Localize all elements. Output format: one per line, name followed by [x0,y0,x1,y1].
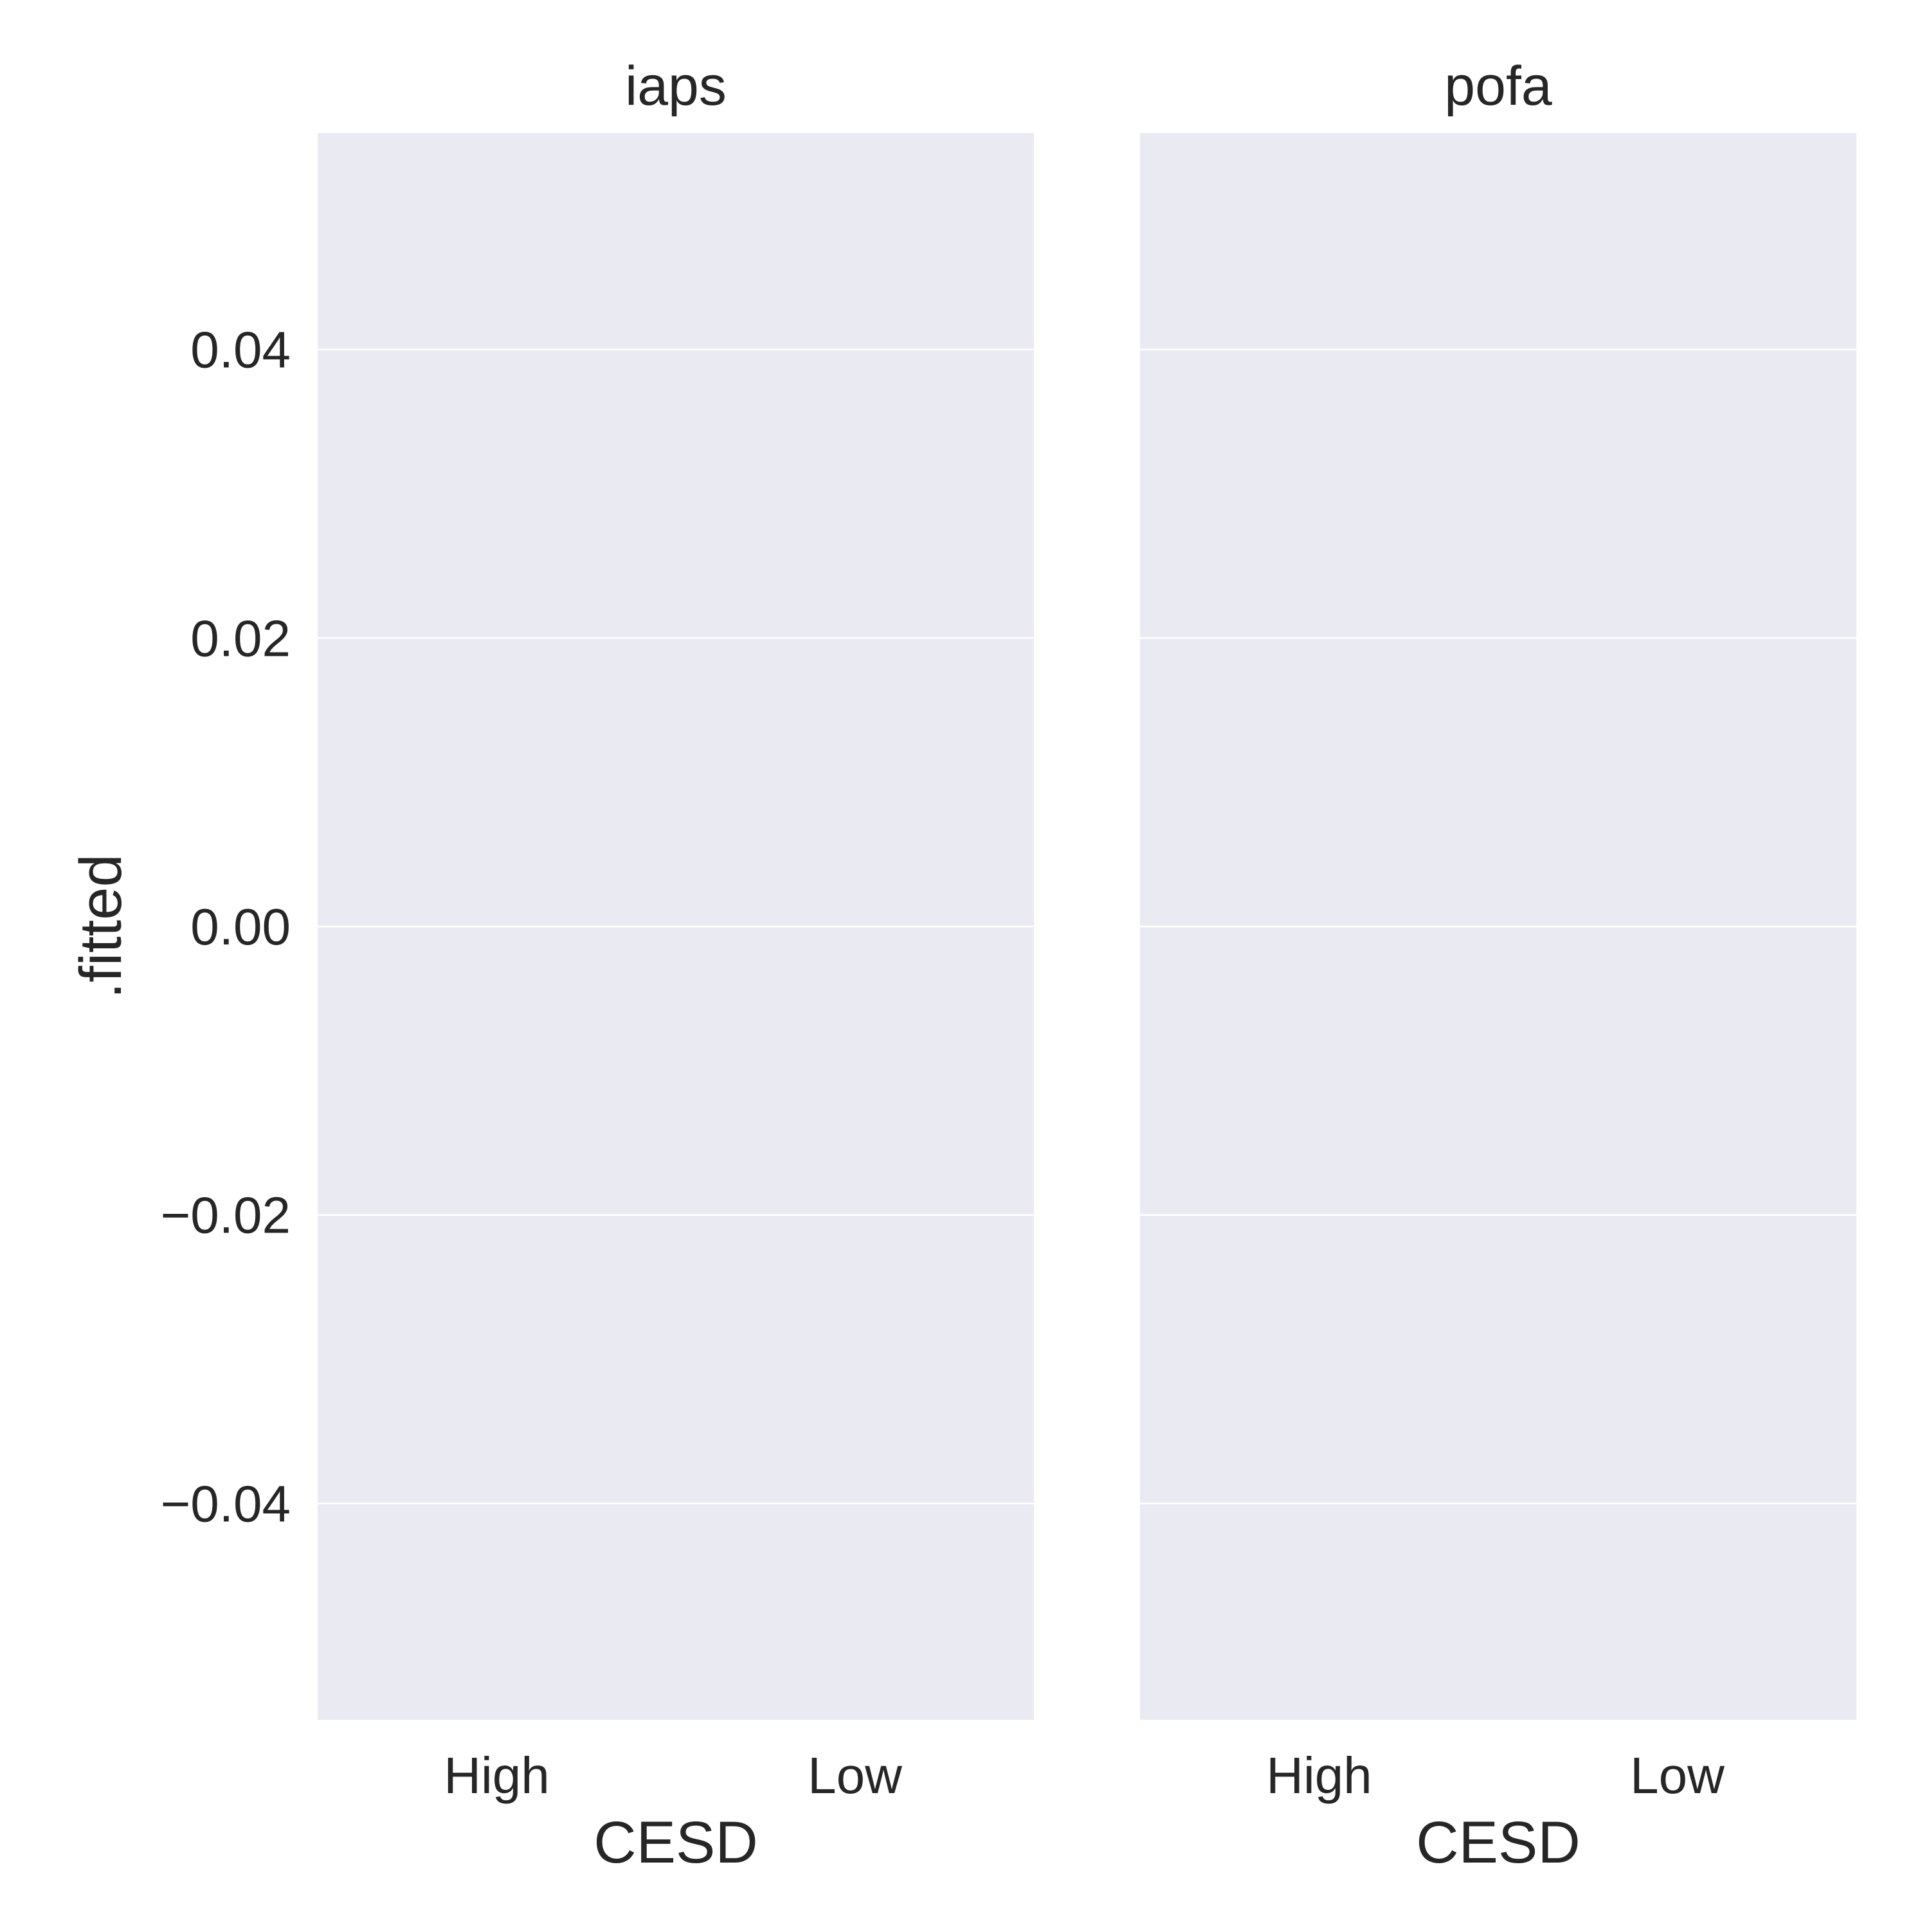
facet-title: iaps [625,55,727,117]
x-axis-title: CESD [1416,1810,1580,1875]
x-tick-label: Low [808,1747,902,1804]
y-tick-label: 0.00 [190,898,291,955]
x-axis-title: CESD [593,1810,758,1875]
y-tick-label: −0.04 [161,1475,291,1532]
panel-iaps: High Low iaps CESD [318,55,1034,1875]
y-axis-title: .fitted [68,854,134,998]
y-tick-label: 0.04 [190,321,291,379]
x-tick-label: High [1266,1747,1372,1804]
x-tick-label: Low [1630,1747,1725,1804]
y-tick-label: 0.02 [190,609,291,667]
x-tick-label: High [444,1747,550,1804]
facet-title: pofa [1444,55,1552,117]
panel-pofa: High Low pofa CESD [1140,55,1856,1875]
y-tick-label: −0.02 [161,1187,291,1244]
